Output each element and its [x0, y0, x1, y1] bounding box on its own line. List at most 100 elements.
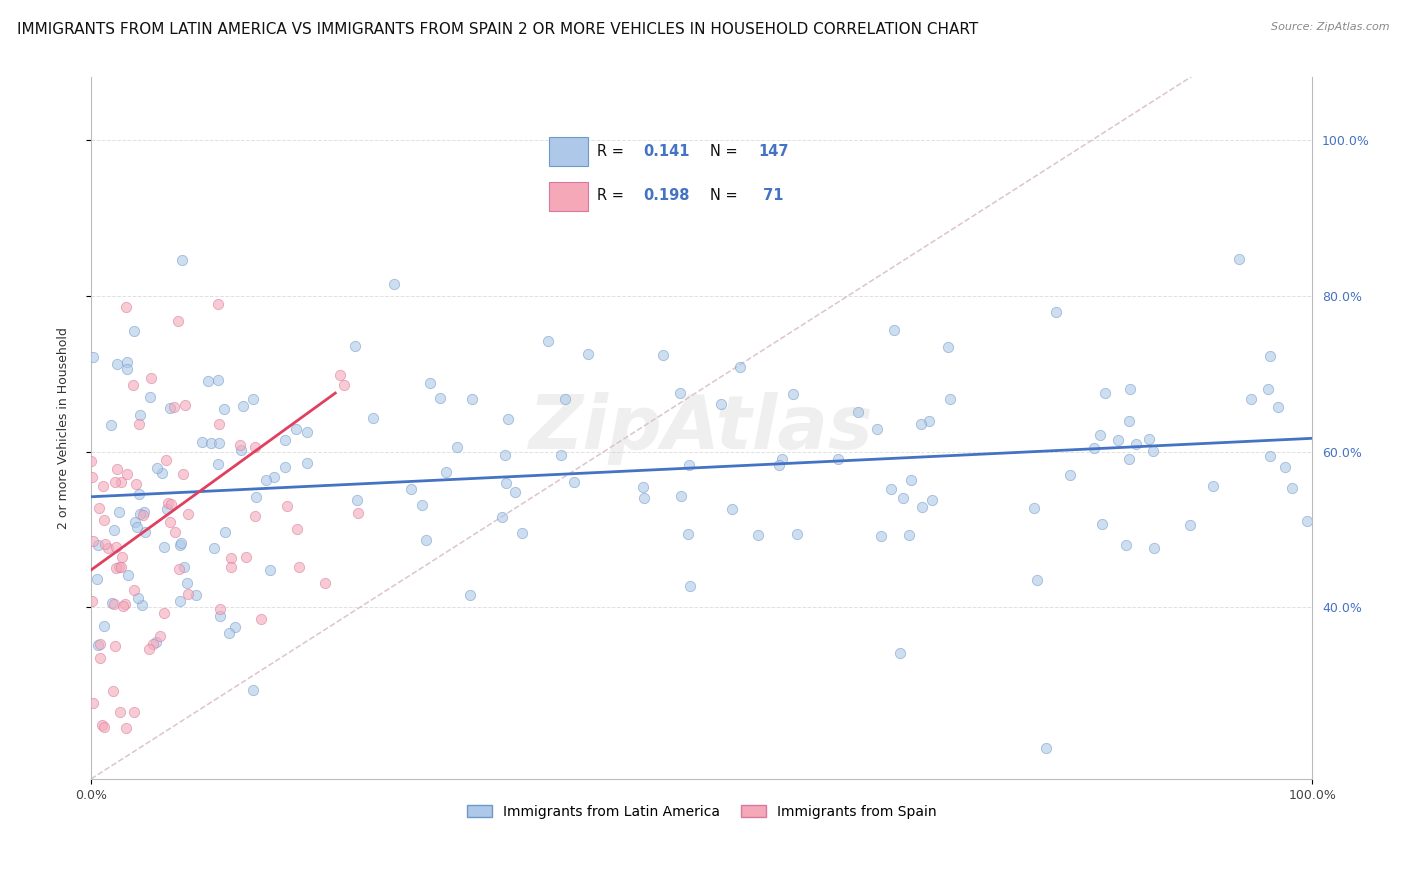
Point — [550, 449, 572, 463]
Point — [678, 579, 700, 593]
Point — [242, 682, 264, 697]
Point — [97, 541, 120, 556]
Y-axis label: 2 or more Vehicles in Household: 2 or more Vehicles in Household — [58, 327, 70, 529]
Point — [115, 362, 138, 376]
Point — [1258, 450, 1281, 464]
Text: IMMIGRANTS FROM LATIN AMERICA VS IMMIGRANTS FROM SPAIN 2 OR MORE VEHICLES IN HOU: IMMIGRANTS FROM LATIN AMERICA VS IMMIGRA… — [17, 22, 979, 37]
Point — [1090, 427, 1112, 442]
Point — [122, 324, 145, 338]
Point — [212, 401, 235, 416]
Point — [114, 597, 136, 611]
Point — [274, 460, 297, 475]
Point — [232, 399, 254, 413]
Point — [1094, 386, 1116, 401]
Point — [218, 626, 240, 640]
Point — [110, 475, 132, 489]
Point — [103, 523, 125, 537]
Point — [936, 340, 959, 354]
Point — [827, 452, 849, 467]
Point — [846, 405, 869, 419]
Point — [173, 560, 195, 574]
Point — [510, 526, 533, 541]
Point — [124, 516, 146, 530]
Point — [1227, 252, 1250, 266]
Point — [274, 433, 297, 447]
Point — [671, 489, 693, 503]
Point — [93, 618, 115, 632]
Point — [254, 473, 277, 487]
Point — [287, 560, 309, 574]
Point — [112, 599, 135, 614]
Point — [678, 458, 700, 472]
Point — [82, 593, 104, 607]
Point — [93, 537, 115, 551]
Point — [104, 561, 127, 575]
Point — [169, 538, 191, 552]
Point — [382, 277, 405, 291]
Point — [285, 422, 308, 436]
Point — [174, 398, 197, 412]
Point — [747, 528, 769, 542]
Point — [115, 467, 138, 481]
Point — [200, 436, 222, 450]
Point — [1045, 305, 1067, 319]
Point — [87, 638, 110, 652]
Point — [652, 348, 675, 362]
Point — [297, 425, 319, 439]
Point — [314, 575, 336, 590]
Point — [105, 357, 128, 371]
Point — [117, 568, 139, 582]
Text: ZipAtlas: ZipAtlas — [529, 392, 875, 465]
Point — [496, 412, 519, 426]
Point — [155, 452, 177, 467]
Point — [176, 587, 198, 601]
Point — [87, 500, 110, 515]
Point — [361, 411, 384, 425]
Point — [103, 640, 125, 654]
Point — [1083, 441, 1105, 455]
Point — [122, 378, 145, 392]
Point — [89, 637, 111, 651]
Point — [128, 417, 150, 432]
Point — [156, 496, 179, 510]
Point — [219, 559, 242, 574]
Point — [231, 442, 253, 457]
Point — [128, 487, 150, 501]
Point — [122, 705, 145, 719]
Point — [146, 461, 169, 475]
Point — [82, 470, 104, 484]
Point — [134, 524, 156, 539]
Point — [207, 457, 229, 471]
Point — [214, 525, 236, 540]
Point — [86, 572, 108, 586]
Point — [259, 563, 281, 577]
Point — [1115, 538, 1137, 552]
Point — [333, 377, 356, 392]
Point — [125, 477, 148, 491]
Point — [1035, 740, 1057, 755]
Point — [411, 498, 433, 512]
Point — [491, 510, 513, 524]
Point — [869, 529, 891, 543]
Point — [419, 376, 441, 390]
Point — [938, 392, 960, 406]
Point — [202, 541, 225, 556]
Point — [1295, 514, 1317, 528]
Point — [127, 591, 149, 606]
Point — [131, 599, 153, 613]
Point — [786, 527, 808, 541]
Legend: Immigrants from Latin America, Immigrants from Spain: Immigrants from Latin America, Immigrant… — [461, 799, 942, 824]
Point — [156, 501, 179, 516]
Point — [1267, 400, 1289, 414]
Point — [537, 334, 560, 348]
Point — [93, 720, 115, 734]
Point — [768, 458, 790, 472]
Point — [446, 440, 468, 454]
Point — [229, 438, 252, 452]
Point — [910, 417, 932, 431]
Point — [897, 528, 920, 542]
Point — [1281, 481, 1303, 495]
Point — [111, 549, 134, 564]
Point — [562, 475, 585, 490]
Point — [263, 469, 285, 483]
